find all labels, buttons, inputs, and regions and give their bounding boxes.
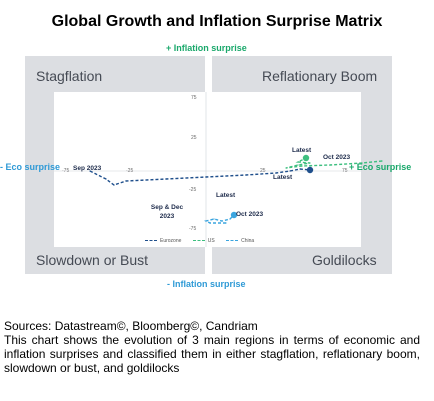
series-point-eurozone <box>275 172 277 174</box>
series-point-china <box>205 220 207 222</box>
annotation-eurozone-start: Sep 2023 <box>73 165 102 172</box>
description-text: This chart shows the evolution of 3 main… <box>4 333 420 375</box>
axis-label-left: - Eco surprise <box>0 162 61 172</box>
axis-label-top: + Inflation surprise <box>166 43 247 53</box>
series-point-us <box>297 161 299 163</box>
annotation-us-latest: Latest <box>292 147 312 154</box>
series-point-us <box>297 164 299 166</box>
chart-notes: Sources: Datastream©, Bloomberg©, Candri… <box>4 319 420 375</box>
series-point-us <box>285 167 287 169</box>
series-point-eurozone <box>89 170 91 172</box>
tick-y-25: 25 <box>191 135 197 141</box>
series-point-us <box>329 164 331 166</box>
legend-item-china: China <box>226 238 254 244</box>
annotation-china-latest: Latest <box>216 192 236 199</box>
series-point-eurozone <box>299 168 301 170</box>
quadrant-label-goldilocks: Goldilocks <box>312 252 377 268</box>
series-point-us <box>361 162 363 164</box>
series-point-china <box>209 222 211 224</box>
chart-legend: Eurozone US China <box>145 238 264 244</box>
series-latest-point-china <box>230 211 238 219</box>
annotation-us-end: Oct 2023 <box>323 154 351 161</box>
quadrant-label-slowdown-or-bust: Slowdown or Bust <box>36 252 149 268</box>
series-point-us <box>381 160 383 162</box>
series-latest-point-eurozone <box>306 166 314 174</box>
axis-label-bottom: - Inflation surprise <box>167 279 246 289</box>
series-point-eurozone <box>125 180 127 182</box>
annotation-china-start: Sep & Dec 2023 <box>150 204 184 220</box>
series-layer <box>89 154 383 224</box>
tick-y-minus-25: -25 <box>189 187 197 193</box>
series-latest-point-us <box>302 154 310 162</box>
chart-title: Global Growth and Inflation Surprise Mat… <box>51 13 383 30</box>
series-point-eurozone <box>105 178 107 180</box>
tick-y-minus-75: -75 <box>189 226 197 232</box>
axis-label-right: + Eco surprise <box>349 162 412 172</box>
series-point-eurozone <box>205 176 207 178</box>
quadrant-label-reflationary-boom: Reflationary Boom <box>262 68 378 84</box>
quadrant-label-stagflation: Stagflation <box>36 68 103 84</box>
sources-text: Sources: Datastream©, Bloomberg©, Candri… <box>4 319 258 333</box>
series-point-eurozone <box>289 170 291 172</box>
annotation-eurozone-latest: Latest <box>273 174 293 181</box>
legend-item-us: US <box>192 238 215 244</box>
series-point-us <box>301 165 303 167</box>
series-point-china <box>213 218 215 220</box>
legend-item-eurozone: Eurozone <box>145 238 181 244</box>
series-point-us <box>309 162 311 164</box>
series-point-eurozone <box>113 184 115 186</box>
series-point-china <box>229 218 231 220</box>
series-point-eurozone <box>245 174 247 176</box>
series-point-china <box>221 220 223 222</box>
tick-y-75: 75 <box>191 95 197 101</box>
series-point-china <box>225 222 227 224</box>
annotation-china-end: Oct 2023 <box>236 211 264 218</box>
series-point-eurozone <box>165 178 167 180</box>
